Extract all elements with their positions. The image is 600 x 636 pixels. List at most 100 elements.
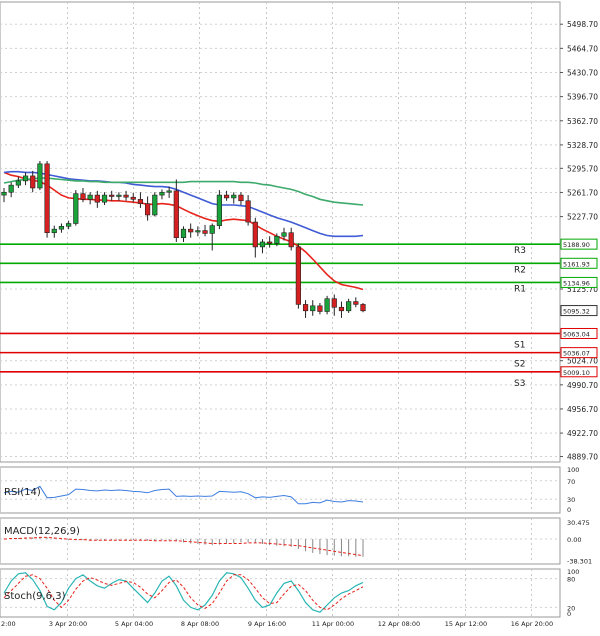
level-price-box-r1 (560, 276, 598, 288)
rsi-tick-label: 100 (567, 466, 579, 474)
x-tick-label: 5 Apr 04:00 (115, 620, 153, 628)
y-tick-label: 5464.70 (567, 44, 598, 53)
y-tick-label: 5261.70 (567, 188, 598, 197)
stoch-title: Stoch(9,6,3) (4, 591, 66, 602)
candle-body (145, 203, 151, 216)
candle-body (8, 184, 14, 193)
y-tick-label: 4956.70 (567, 405, 598, 414)
panel-frame-main (0, 1, 561, 463)
stoch-tick-label: 100 (567, 568, 579, 576)
candle-body (159, 191, 165, 196)
candle-body (267, 241, 273, 244)
candle-body (173, 190, 179, 238)
y-tick-label: 4889.70 (567, 453, 598, 462)
panel-frame-rsi (0, 466, 561, 514)
level-price-box-s2 (560, 347, 598, 359)
candle-body (295, 246, 301, 305)
candle-body (130, 196, 136, 200)
x-tick-label: 9 Apr 16:00 (248, 620, 286, 628)
candle-body (202, 230, 208, 234)
x-tick-label: 8 Apr 08:00 (181, 620, 219, 628)
candle-body (37, 163, 43, 189)
level-price-label-s3: 5009.10 (563, 369, 590, 377)
candle-body (73, 193, 79, 224)
candle-body (238, 194, 244, 202)
stoch-k-line (3, 572, 364, 613)
level-name-r2: R2 (514, 265, 526, 275)
x-tick-label: 2:00 (1, 620, 16, 628)
candle-body (223, 194, 230, 199)
candle-body (317, 305, 323, 312)
candle-body (216, 194, 223, 226)
macd-title: MACD(12,26,9) (4, 526, 80, 537)
candle-body (252, 221, 258, 248)
candle-body (180, 228, 187, 238)
candle-body (188, 228, 194, 233)
current-price-label: 5095.32 (563, 308, 590, 316)
candle-body (58, 226, 65, 230)
level-name-s1: S1 (514, 340, 525, 350)
x-tick-label: 11 Apr 00:00 (312, 620, 354, 628)
candle-body (66, 223, 72, 227)
level-price-box-s3 (560, 366, 598, 378)
candle-body (30, 175, 36, 189)
current-price-box (560, 305, 598, 317)
candle-body (1, 191, 7, 196)
candle-body (51, 228, 57, 234)
candle-body (22, 175, 29, 182)
stoch-tick-label: 20 (567, 604, 575, 612)
level-price-label-r1: 5134.96 (563, 279, 590, 287)
y-tick-label: 5396.70 (567, 93, 598, 102)
y-tick-label: 5227.70 (567, 213, 598, 222)
candle-body (310, 305, 316, 312)
level-name-s2: S2 (514, 360, 525, 370)
candle-body (331, 298, 337, 308)
moving-average-line-2 (3, 170, 364, 238)
candle-body (259, 241, 266, 248)
candle-body (274, 235, 280, 244)
candle-body (338, 306, 345, 312)
candle-body (231, 194, 237, 199)
level-name-r1: R1 (514, 284, 526, 294)
y-tick-label: 5328.70 (567, 141, 598, 150)
y-tick-label: 5125.70 (567, 285, 598, 294)
level-price-box-r3 (560, 238, 598, 250)
candle-body (195, 230, 201, 233)
level-price-box-s1 (560, 327, 598, 339)
rsi-line (3, 485, 364, 505)
candle-body (288, 232, 294, 248)
candle-body (109, 194, 115, 197)
x-tick-label: 12 Apr 08:00 (378, 620, 420, 628)
level-name-s3: S3 (514, 379, 525, 389)
candle-body (353, 301, 359, 305)
candle-body (209, 225, 215, 234)
y-tick-label: 5430.70 (567, 68, 598, 77)
level-price-label-s1: 5063.04 (563, 330, 590, 338)
x-tick-label: 15 Apr 12:00 (445, 620, 487, 628)
rsi-tick-label: 70 (567, 478, 575, 486)
rsi-tick-label: 30 (567, 496, 575, 504)
level-price-label-r2: 5161.93 (563, 260, 590, 268)
level-price-label-s2: 5036.07 (563, 350, 590, 358)
y-tick-label: 5295.70 (567, 164, 598, 173)
candle-body (137, 199, 144, 204)
panel-frame-stoch (0, 568, 561, 618)
stoch-tick-label: 80 (567, 576, 575, 584)
candle-body (152, 194, 158, 216)
candle-body (360, 304, 366, 312)
macd-tick-label: -38.301 (567, 557, 592, 565)
candle-body (101, 194, 108, 203)
rsi-tick-label: 0 (567, 506, 571, 514)
x-tick-label: 16 Apr 20:00 (511, 620, 553, 628)
candle-body (281, 232, 287, 237)
candle-body (324, 298, 330, 312)
macd-tick-label: 0.00 (567, 536, 581, 544)
candle-body (166, 190, 172, 193)
y-tick-label: 5362.70 (567, 117, 598, 126)
moving-average-line-1 (3, 171, 364, 291)
level-price-label-r3: 5188.90 (563, 241, 590, 249)
y-tick-label: 4922.70 (567, 429, 598, 438)
stoch-tick-label: 0 (567, 610, 571, 618)
